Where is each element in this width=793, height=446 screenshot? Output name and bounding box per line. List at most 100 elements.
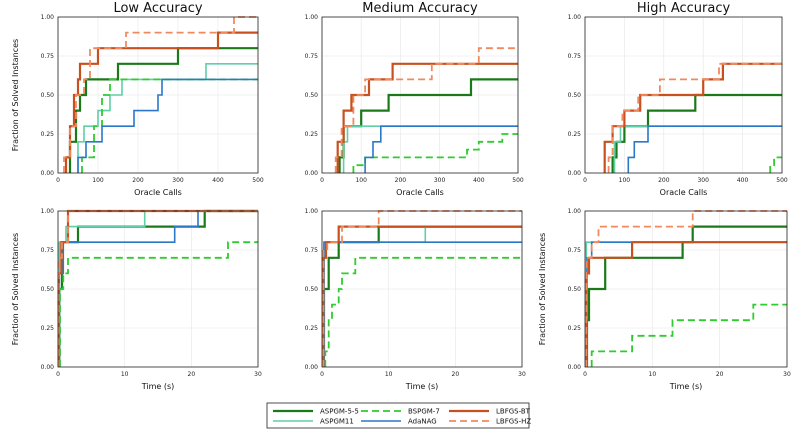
- y-axis-label: Fraction of Solved Instances: [11, 233, 20, 345]
- x-tick-label: 0: [320, 177, 324, 184]
- x-tick-label: 400: [473, 177, 485, 184]
- y-axis-label: Fraction of Solved Instances: [538, 233, 547, 345]
- legend-label-aspgm11: ASPGM11: [320, 418, 354, 426]
- panel-title: Medium Accuracy: [362, 1, 478, 16]
- series-line-adanag: [627, 125, 782, 173]
- panel-title: High Accuracy: [637, 1, 731, 16]
- y-tick-label: 0.00: [568, 364, 582, 371]
- panel-6: 0.00 0.25 0.50 0.75 1.00 0 10 20 30 Time (s) Fract…: [538, 208, 791, 391]
- legend-label-adanag: AdaNAG: [408, 418, 437, 426]
- x-tick-label: 400: [737, 177, 749, 184]
- series-line-aspgm-5-5: [322, 225, 522, 367]
- x-tick-label: 200: [132, 177, 144, 184]
- series-line-lbfgs-hz: [585, 210, 787, 367]
- x-axis-label: Time (s): [669, 382, 703, 391]
- plot-frame: [321, 16, 519, 174]
- panel-3: 0.00 0.25 0.50 0.75 1.00 0 100 200 300 400 500 High…: [568, 1, 788, 197]
- y-tick-label: 0.75: [41, 247, 55, 254]
- legend-box: [266, 402, 530, 429]
- y-axis-label: Fraction of Solved Instances: [11, 39, 20, 151]
- plot-frame: [57, 16, 259, 174]
- series-line-aspgm11: [323, 225, 522, 367]
- y-tick-label: 0.25: [305, 325, 319, 332]
- x-tick-label: 100: [92, 177, 104, 184]
- x-axis-label: Oracle Calls: [396, 188, 444, 197]
- series-line-aspgm11: [585, 241, 787, 367]
- x-tick-label: 20: [452, 371, 460, 378]
- series-line-bspgm-7: [769, 156, 782, 173]
- y-tick-label: 1.00: [41, 14, 55, 21]
- y-tick-label: 1.00: [568, 208, 582, 215]
- y-tick-label: 0.75: [568, 247, 582, 254]
- x-tick-label: 20: [188, 371, 196, 378]
- x-tick-label: 300: [697, 177, 709, 184]
- x-axis-label: Time (s): [405, 382, 439, 391]
- panel-title: Low Accuracy: [113, 1, 202, 16]
- legend-label-lbfgs-bt: LBFGS-BT: [496, 408, 531, 416]
- y-tick-label: 0.75: [305, 53, 319, 60]
- x-tick-label: 200: [395, 177, 407, 184]
- series-line-lbfgs-bt: [585, 241, 787, 367]
- y-tick-label: 0.50: [568, 286, 582, 293]
- series-line-aspgm-5-5: [68, 47, 258, 173]
- x-tick-label: 20: [716, 371, 724, 378]
- y-tick-label: 1.00: [568, 14, 582, 21]
- x-tick-label: 500: [512, 177, 524, 184]
- x-tick-label: 0: [320, 371, 324, 378]
- series-line-bspgm-7: [324, 256, 522, 367]
- y-tick-label: 0.00: [305, 364, 319, 371]
- series-line-adanag: [586, 241, 787, 367]
- series-line-aspgm-5-5: [585, 225, 787, 367]
- series-line-aspgm11: [342, 125, 518, 173]
- y-tick-label: 1.00: [305, 14, 319, 21]
- x-tick-label: 500: [776, 177, 788, 184]
- series-line-lbfgs-hz: [63, 16, 258, 173]
- y-tick-label: 0.00: [568, 170, 582, 177]
- legend-label-lbfgs-hz: LBFGS-HZ: [496, 418, 531, 426]
- y-tick-label: 0.25: [41, 325, 55, 332]
- legend-label-bspgm-7: BSPGM-7: [408, 408, 440, 416]
- plot-frame: [584, 210, 788, 368]
- x-tick-label: 10: [385, 371, 393, 378]
- x-tick-label: 0: [583, 177, 587, 184]
- y-tick-label: 0.50: [305, 286, 319, 293]
- y-tick-label: 0.00: [305, 170, 319, 177]
- series-line-adanag: [323, 241, 522, 367]
- x-tick-label: 30: [783, 371, 791, 378]
- series-line-aspgm-5-5: [338, 78, 518, 173]
- series-line-bspgm-7: [590, 303, 787, 367]
- series-line-aspgm11: [613, 125, 782, 173]
- x-tick-label: 30: [518, 371, 526, 378]
- y-tick-label: 1.00: [41, 208, 55, 215]
- y-tick-label: 1.00: [305, 208, 319, 215]
- x-tick-label: 10: [121, 371, 129, 378]
- series-line-lbfgs-bt: [322, 225, 522, 367]
- series-line-lbfgs-bt: [64, 31, 258, 173]
- x-tick-label: 0: [583, 371, 587, 378]
- x-tick-label: 10: [649, 371, 657, 378]
- y-tick-label: 0.25: [568, 131, 582, 138]
- series-line-lbfgs-hz: [607, 62, 782, 173]
- y-tick-label: 0.00: [41, 170, 55, 177]
- y-tick-label: 0.75: [305, 247, 319, 254]
- x-tick-label: 300: [434, 177, 446, 184]
- y-tick-label: 0.50: [41, 92, 55, 99]
- y-tick-label: 0.50: [41, 286, 55, 293]
- legend-label-aspgm-5-5: ASPGM-5-5: [320, 408, 359, 416]
- legend: ASPGM-5-5 ASPGM11 BSPGM-7 AdaNAG LBFGS-BT LBF…: [266, 402, 531, 429]
- x-axis-label: Oracle Calls: [134, 188, 182, 197]
- y-tick-label: 0.50: [305, 92, 319, 99]
- y-tick-label: 0.25: [305, 131, 319, 138]
- series-line-bspgm-7: [59, 241, 258, 367]
- x-tick-label: 300: [172, 177, 184, 184]
- x-axis-label: Oracle Calls: [660, 188, 708, 197]
- x-tick-label: 100: [355, 177, 367, 184]
- plot-frame: [57, 210, 259, 368]
- x-tick-label: 0: [56, 177, 60, 184]
- x-tick-label: 100: [619, 177, 631, 184]
- panel-1: 0.00 0.25 0.50 0.75 1.00 0 100 200 300 400 500 Low …: [11, 1, 264, 197]
- y-tick-label: 0.75: [568, 53, 582, 60]
- series-line-adanag: [77, 78, 258, 173]
- y-tick-label: 0.25: [568, 325, 582, 332]
